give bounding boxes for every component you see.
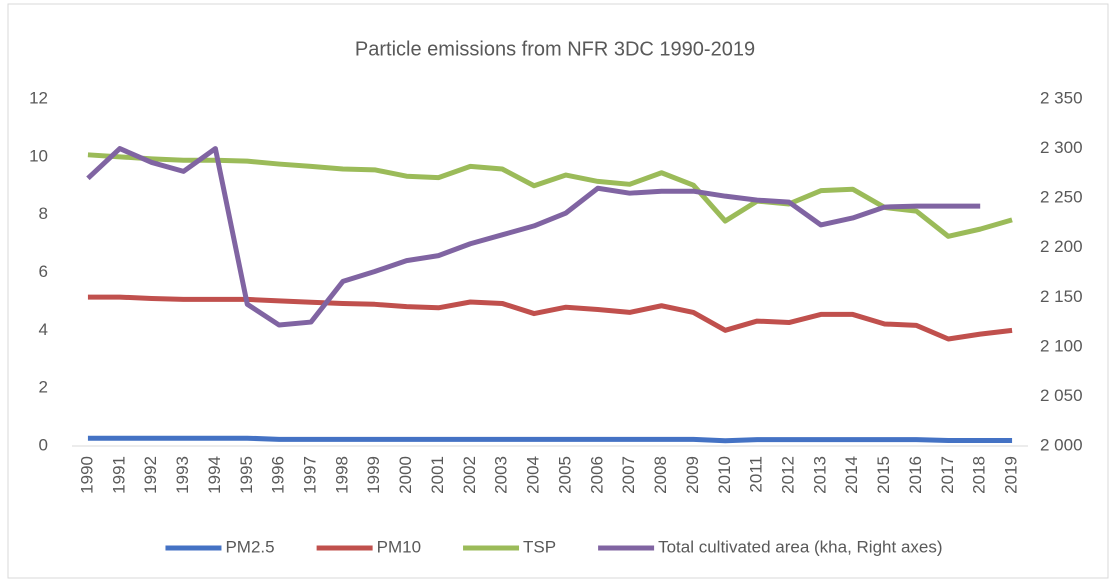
- legend-label: Total cultivated area (kha, Right axes): [658, 537, 942, 556]
- x-tick-label: 2004: [524, 456, 543, 494]
- x-tick-label: 2009: [683, 456, 702, 494]
- y-tick-label: 10: [29, 146, 48, 165]
- x-tick-label: 2008: [651, 456, 670, 494]
- x-tick-label: 1992: [141, 456, 160, 494]
- chart-frame: [7, 3, 1109, 579]
- legend-label: PM2.5: [225, 537, 274, 556]
- y-tick-label: 8: [39, 204, 48, 223]
- x-tick-label: 2003: [492, 456, 511, 494]
- legend-label: PM10: [377, 537, 421, 556]
- y-tick-label: 2: [39, 378, 48, 397]
- chart-title: Particle emissions from NFR 3DC 1990-201…: [355, 38, 755, 60]
- x-tick-label: 2012: [778, 456, 797, 494]
- y-tick-label: 12: [29, 88, 48, 107]
- y2-tick-label: 2 100: [1040, 336, 1083, 355]
- x-tick-label: 1998: [332, 456, 351, 494]
- x-tick-label: 2002: [460, 456, 479, 494]
- x-tick-label: 2019: [1002, 456, 1021, 494]
- y2-tick-label: 2 300: [1040, 138, 1083, 157]
- y2-tick-label: 2 150: [1040, 287, 1083, 306]
- x-tick-label: 1995: [237, 456, 256, 494]
- y-tick-label: 4: [39, 320, 48, 339]
- x-tick-label: 1999: [364, 456, 383, 494]
- x-tick-label: 1997: [300, 456, 319, 494]
- legend-label: TSP: [523, 537, 556, 556]
- series-line: [86, 146, 981, 328]
- x-tick-label: 1994: [205, 456, 224, 494]
- x-tick-label: 2007: [619, 456, 638, 494]
- x-tick-label: 1996: [269, 456, 288, 494]
- y-tick-label: 0: [39, 435, 48, 454]
- x-tick-label: 1990: [77, 456, 96, 494]
- x-tick-label: 2014: [842, 456, 861, 494]
- y2-tick-label: 2 000: [1040, 435, 1083, 454]
- x-tick-label: 2005: [555, 456, 574, 494]
- y2-tick-label: 2 250: [1040, 188, 1083, 207]
- series-line: [87, 435, 1013, 444]
- x-tick-label: 2018: [970, 456, 989, 494]
- x-tick-label: 2001: [428, 456, 447, 494]
- x-tick-label: 2017: [938, 456, 957, 494]
- x-tick-label: 1991: [109, 456, 128, 494]
- y2-tick-label: 2 050: [1040, 386, 1083, 405]
- x-tick-label: 2011: [747, 456, 766, 493]
- y2-tick-label: 2 200: [1040, 237, 1083, 256]
- y2-tick-label: 2 350: [1040, 88, 1083, 107]
- x-tick-label: 2016: [906, 456, 925, 494]
- x-tick-label: 2015: [874, 456, 893, 494]
- x-tick-label: 2000: [396, 456, 415, 494]
- x-tick-label: 2013: [810, 456, 829, 494]
- series-line: [87, 152, 1013, 239]
- x-tick-label: 2006: [587, 456, 606, 494]
- y-tick-label: 6: [39, 262, 48, 281]
- x-tick-label: 2010: [715, 456, 734, 494]
- x-tick-label: 1993: [173, 456, 192, 494]
- series-line: [87, 294, 1013, 342]
